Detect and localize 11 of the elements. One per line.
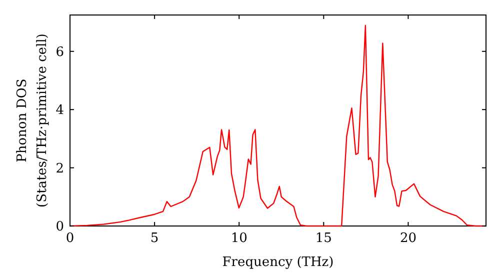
x-tick-label: 10 bbox=[230, 231, 248, 246]
x-tick-label: 15 bbox=[315, 231, 332, 246]
x-tick-label: 0 bbox=[66, 231, 74, 246]
x-tick-label: 5 bbox=[150, 231, 159, 246]
x-axis-title: Frequency (THz) bbox=[222, 255, 334, 270]
y-tick-label: 0 bbox=[56, 220, 64, 234]
y-axis-title: Phonon DOS (States/THz·primitive cell) bbox=[15, 33, 50, 208]
y-tick-label: 4 bbox=[56, 103, 64, 118]
x-tick-label: 20 bbox=[400, 231, 416, 246]
y-tick-label: 2 bbox=[56, 161, 64, 176]
y-tick-label: 6 bbox=[56, 44, 64, 60]
